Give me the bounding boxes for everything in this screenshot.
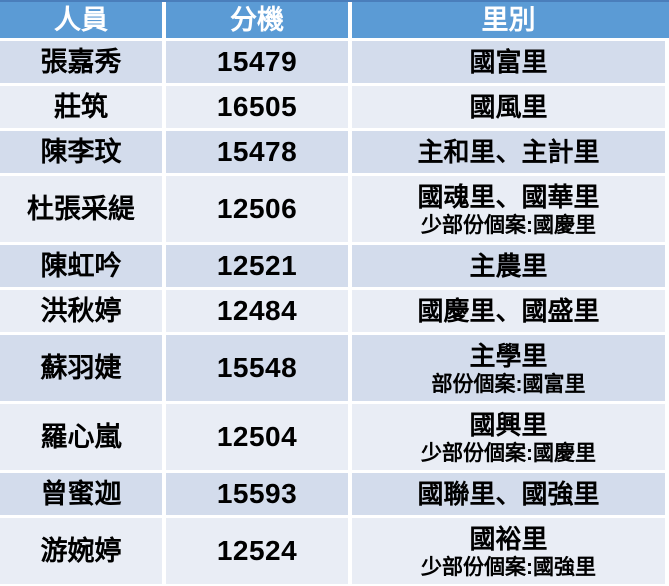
person-cell: 莊筑 [0, 86, 166, 128]
header-cell-district: 里別 [352, 2, 665, 38]
person-name: 杜張采緹 [27, 194, 135, 224]
person-name: 陳虹吟 [40, 251, 122, 281]
district-cell: 國富里 [352, 41, 665, 83]
person-name: 曾蜜迦 [40, 479, 122, 509]
person-cell: 游婉婷 [0, 518, 166, 584]
person-cell: 蘇羽婕 [0, 335, 166, 401]
person-name: 游婉婷 [40, 536, 122, 566]
district-note: 少部份個案:國慶里 [421, 214, 596, 237]
district-note: 少部份個案:國慶里 [421, 442, 596, 465]
extension-cell: 15593 [166, 473, 352, 515]
district-name: 國魂里、國華里 [417, 182, 600, 212]
person-cell: 杜張采緹 [0, 176, 166, 242]
header-label-person: 人員 [54, 5, 108, 35]
extension-number: 15478 [216, 136, 298, 167]
header-label-district: 里別 [481, 5, 536, 35]
header-label-extension: 分機 [230, 5, 284, 35]
district-cell: 國風里 [352, 86, 665, 128]
district-name: 主學里 [469, 341, 548, 371]
extension-cell: 12524 [166, 518, 352, 584]
district-cell: 國聯里、國強里 [352, 473, 665, 515]
person-cell: 羅心嵐 [0, 404, 166, 470]
extension-cell: 15548 [166, 335, 352, 401]
extension-number: 12524 [216, 535, 298, 566]
extension-cell: 15478 [166, 131, 352, 173]
extension-number: 16505 [216, 91, 298, 122]
extension-cell: 16505 [166, 86, 352, 128]
person-name: 蘇羽婕 [40, 353, 122, 383]
person-cell: 張嘉秀 [0, 41, 166, 83]
district-cell: 主和里、主計里 [352, 131, 665, 173]
district-name: 國裕里 [469, 524, 548, 554]
person-name: 張嘉秀 [40, 47, 122, 77]
table-header-row: 人員 分機 里別 [0, 0, 669, 41]
district-name: 國聯里、國強里 [417, 479, 600, 509]
table-row: 張嘉秀 15479 國富里 [0, 41, 669, 86]
table-row: 陳李玟 15478 主和里、主計里 [0, 131, 669, 176]
person-cell: 陳虹吟 [0, 245, 166, 287]
extension-cell: 12504 [166, 404, 352, 470]
district-name: 國風里 [469, 92, 548, 122]
person-name: 陳李玟 [40, 137, 122, 167]
district-cell: 國裕里 少部份個案:國強里 [352, 518, 665, 584]
table-row: 羅心嵐 12504 國興里 少部份個案:國慶里 [0, 404, 669, 473]
person-cell: 曾蜜迦 [0, 473, 166, 515]
header-cell-person: 人員 [0, 2, 166, 38]
header-cell-extension: 分機 [166, 2, 352, 38]
extension-cell: 15479 [166, 41, 352, 83]
extension-cell: 12484 [166, 290, 352, 332]
person-name: 莊筑 [54, 92, 108, 122]
extension-number: 12521 [216, 250, 298, 281]
district-cell: 國魂里、國華里 少部份個案:國慶里 [352, 176, 665, 242]
district-cell: 主農里 [352, 245, 665, 287]
district-name: 主和里、主計里 [417, 137, 600, 167]
extension-cell: 12506 [166, 176, 352, 242]
table-row: 杜張采緹 12506 國魂里、國華里 少部份個案:國慶里 [0, 176, 669, 245]
district-note: 少部份個案:國強里 [421, 556, 596, 579]
table-row: 洪秋婷 12484 國慶里、國盛里 [0, 290, 669, 335]
district-name: 國富里 [469, 47, 548, 77]
person-name: 洪秋婷 [40, 296, 122, 326]
table-row: 陳虹吟 12521 主農里 [0, 245, 669, 290]
table-row: 蘇羽婕 15548 主學里 部份個案:國富里 [0, 335, 669, 404]
district-name: 國興里 [469, 410, 548, 440]
district-name: 國慶里、國盛里 [417, 296, 600, 326]
extension-number: 15593 [216, 478, 298, 509]
extension-number: 12484 [216, 295, 298, 326]
district-cell: 國慶里、國盛里 [352, 290, 665, 332]
district-cell: 國興里 少部份個案:國慶里 [352, 404, 665, 470]
extension-number: 12506 [216, 193, 298, 224]
person-name: 羅心嵐 [40, 422, 122, 452]
table-row: 曾蜜迦 15593 國聯里、國強里 [0, 473, 669, 518]
table-row: 游婉婷 12524 國裕里 少部份個案:國強里 [0, 518, 669, 586]
district-cell: 主學里 部份個案:國富里 [352, 335, 665, 401]
person-cell: 洪秋婷 [0, 290, 166, 332]
extension-number: 12504 [216, 421, 298, 452]
person-cell: 陳李玟 [0, 131, 166, 173]
district-note: 部份個案:國富里 [431, 373, 586, 396]
extension-cell: 12521 [166, 245, 352, 287]
extension-number: 15548 [216, 352, 298, 383]
district-name: 主農里 [469, 251, 548, 281]
extension-number: 15479 [216, 46, 298, 77]
table-row: 莊筑 16505 國風里 [0, 86, 669, 131]
